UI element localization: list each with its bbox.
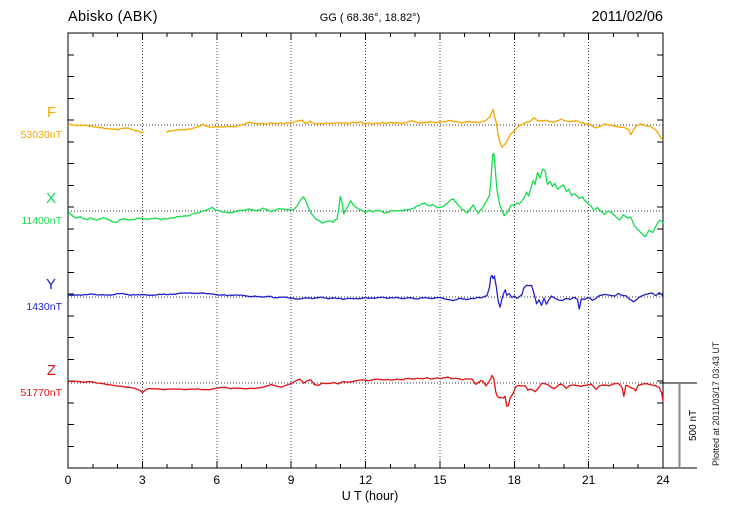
trace-Y bbox=[67, 274, 664, 310]
series-letter-X: X bbox=[45, 190, 56, 207]
x-tick-label-6: 6 bbox=[213, 473, 221, 487]
trace-Z bbox=[67, 374, 664, 407]
series-letter-F: F bbox=[46, 104, 56, 121]
plotted-at-footnote: Plotted at 2011/03/17 03:43 UT bbox=[711, 341, 721, 466]
series-value-X: 11400nT bbox=[21, 215, 62, 227]
series-letter-Y: Y bbox=[45, 276, 56, 293]
x-tick-label-15: 15 bbox=[433, 473, 447, 487]
x-tick-label-3: 3 bbox=[139, 473, 146, 487]
geographic-coordinates: GG ( 68.36°, 18.82°) bbox=[319, 12, 421, 24]
trace-F bbox=[67, 123, 144, 134]
x-tick-label-9: 9 bbox=[287, 473, 295, 487]
x-tick-label-12: 12 bbox=[358, 473, 373, 487]
x-tick-label-24: 24 bbox=[656, 473, 670, 487]
series-value-Z: 51770nT bbox=[20, 387, 62, 399]
x-tick-label-18: 18 bbox=[507, 473, 521, 487]
series-value-Y: 1430nT bbox=[26, 301, 62, 313]
scale-bar-label: 500 nT bbox=[688, 409, 699, 441]
trace-X bbox=[67, 152, 664, 238]
x-tick-label-21: 21 bbox=[581, 473, 596, 487]
series-value-F: 53030nT bbox=[20, 129, 62, 141]
x-axis-label: U T (hour) bbox=[341, 489, 399, 503]
series-letter-Z: Z bbox=[46, 362, 56, 379]
x-tick-label-0: 0 bbox=[64, 473, 72, 487]
plot-date: 2011/02/06 bbox=[591, 9, 664, 25]
station-title: Abisko (ABK) bbox=[68, 9, 158, 25]
trace-F bbox=[165, 108, 664, 148]
